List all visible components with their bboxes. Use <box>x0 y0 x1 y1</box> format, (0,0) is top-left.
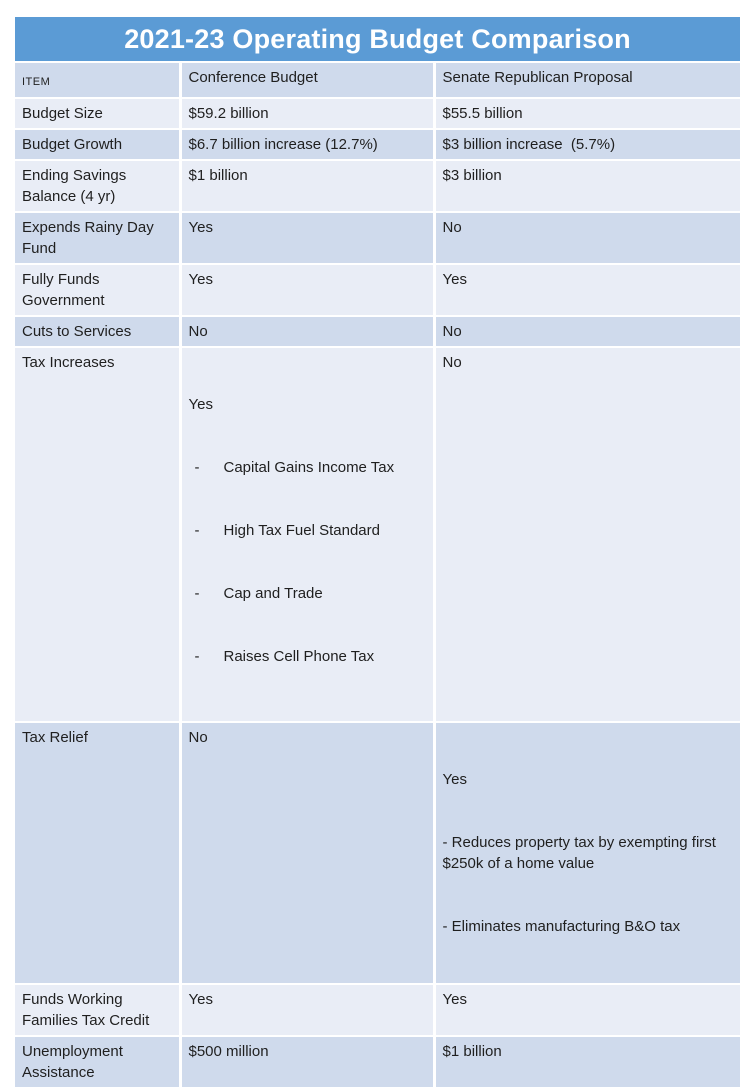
cell-senate: No <box>434 347 740 723</box>
cell-conference: $59.2 billion <box>180 98 436 130</box>
cell-senate: $1 billion <box>434 1036 740 1089</box>
cell-main-value: Yes <box>442 771 467 788</box>
cell-senate: No <box>434 316 740 348</box>
bullet-text: Capital Gains Income Tax <box>223 459 395 476</box>
table-row: Budget Growth $6.7 billion increase (12.… <box>15 129 740 161</box>
cell-conference: $6.7 billion increase (12.7%) <box>180 129 436 161</box>
cell-conference: Yes <box>180 212 436 265</box>
row-item-label: Unemployment Assistance <box>15 1036 182 1089</box>
bullet-item: - Cap and Trade <box>189 583 426 604</box>
bullet-text: High Tax Fuel Standard <box>223 522 380 539</box>
row-item-label: Budget Growth <box>15 129 182 161</box>
column-header-senate: Senate Republican Proposal <box>434 63 740 99</box>
column-header-item: ITEM <box>15 63 182 99</box>
page-title-text: 2021-23 Operating Budget Comparison <box>124 24 631 54</box>
bullet-text: Cap and Trade <box>223 585 323 602</box>
row-item-label: Budget Size <box>15 98 182 130</box>
page-title: 2021-23 Operating Budget Comparison <box>15 17 740 61</box>
table-header-row: ITEM Conference Budget Senate Republican… <box>15 63 740 99</box>
row-item-label: Tax Increases <box>15 347 182 723</box>
dash-marker: - <box>194 522 200 539</box>
cell-conference: Yes - Capital Gains Income Tax - High Tax … <box>180 347 436 723</box>
table-row: Ending Savings Balance (4 yr) $1 billion… <box>15 160 740 213</box>
slide: 2021-23 Operating Budget Comparison ITEM… <box>15 17 740 1089</box>
dash-marker: - <box>194 585 200 602</box>
table-row: Fully Funds Government Yes Yes <box>15 264 740 317</box>
cell-conference: No <box>180 722 436 985</box>
cell-senate: $3 billion <box>434 160 740 213</box>
dash-marker: - <box>194 648 200 665</box>
row-item-label: Cuts to Services <box>15 316 182 348</box>
cell-conference: Yes <box>180 984 436 1037</box>
cell-senate: Yes - Reduces property tax by exempting … <box>434 722 740 985</box>
cell-conference: Yes <box>180 264 436 317</box>
cell-senate: Yes <box>434 264 740 317</box>
table-row: Budget Size $59.2 billion $55.5 billion <box>15 98 740 130</box>
table-row: Cuts to Services No No <box>15 316 740 348</box>
cell-senate: Yes <box>434 984 740 1037</box>
row-item-label: Funds Working Families Tax Credit <box>15 984 182 1037</box>
cell-conference: No <box>180 316 436 348</box>
dash-marker: - <box>194 459 200 476</box>
bullet-text: Raises Cell Phone Tax <box>223 648 375 665</box>
bullet-item: - Capital Gains Income Tax <box>189 457 426 478</box>
cell-senate: $55.5 billion <box>434 98 740 130</box>
row-item-label: Ending Savings Balance (4 yr) <box>15 160 182 213</box>
row-item-label: Expends Rainy Day Fund <box>15 212 182 265</box>
note-line: - Reduces property tax by exempting firs… <box>442 834 721 872</box>
table-row: Tax Relief No Yes - Reduces property tax… <box>15 722 740 985</box>
cell-main-value: Yes <box>188 396 213 413</box>
table-row: Tax Increases Yes - Capital Gains Income … <box>15 347 740 723</box>
budget-comparison-table: ITEM Conference Budget Senate Republican… <box>15 63 740 1089</box>
cell-senate: No <box>434 212 740 265</box>
table-row: Funds Working Families Tax Credit Yes Ye… <box>15 984 740 1037</box>
table-row: Expends Rainy Day Fund Yes No <box>15 212 740 265</box>
row-item-label: Fully Funds Government <box>15 264 182 317</box>
cell-senate: $3 billion increase (5.7%) <box>434 129 740 161</box>
bullet-item: - Raises Cell Phone Tax <box>189 646 426 667</box>
note-line: - Eliminates manufacturing B&O tax <box>442 918 681 935</box>
cell-conference: $500 million <box>180 1036 436 1089</box>
row-item-label: Tax Relief <box>15 722 182 985</box>
cell-conference: $1 billion <box>180 160 436 213</box>
table-row: Unemployment Assistance $500 million $1 … <box>15 1036 740 1089</box>
bullet-item: - High Tax Fuel Standard <box>189 520 426 541</box>
column-header-conference: Conference Budget <box>180 63 436 99</box>
